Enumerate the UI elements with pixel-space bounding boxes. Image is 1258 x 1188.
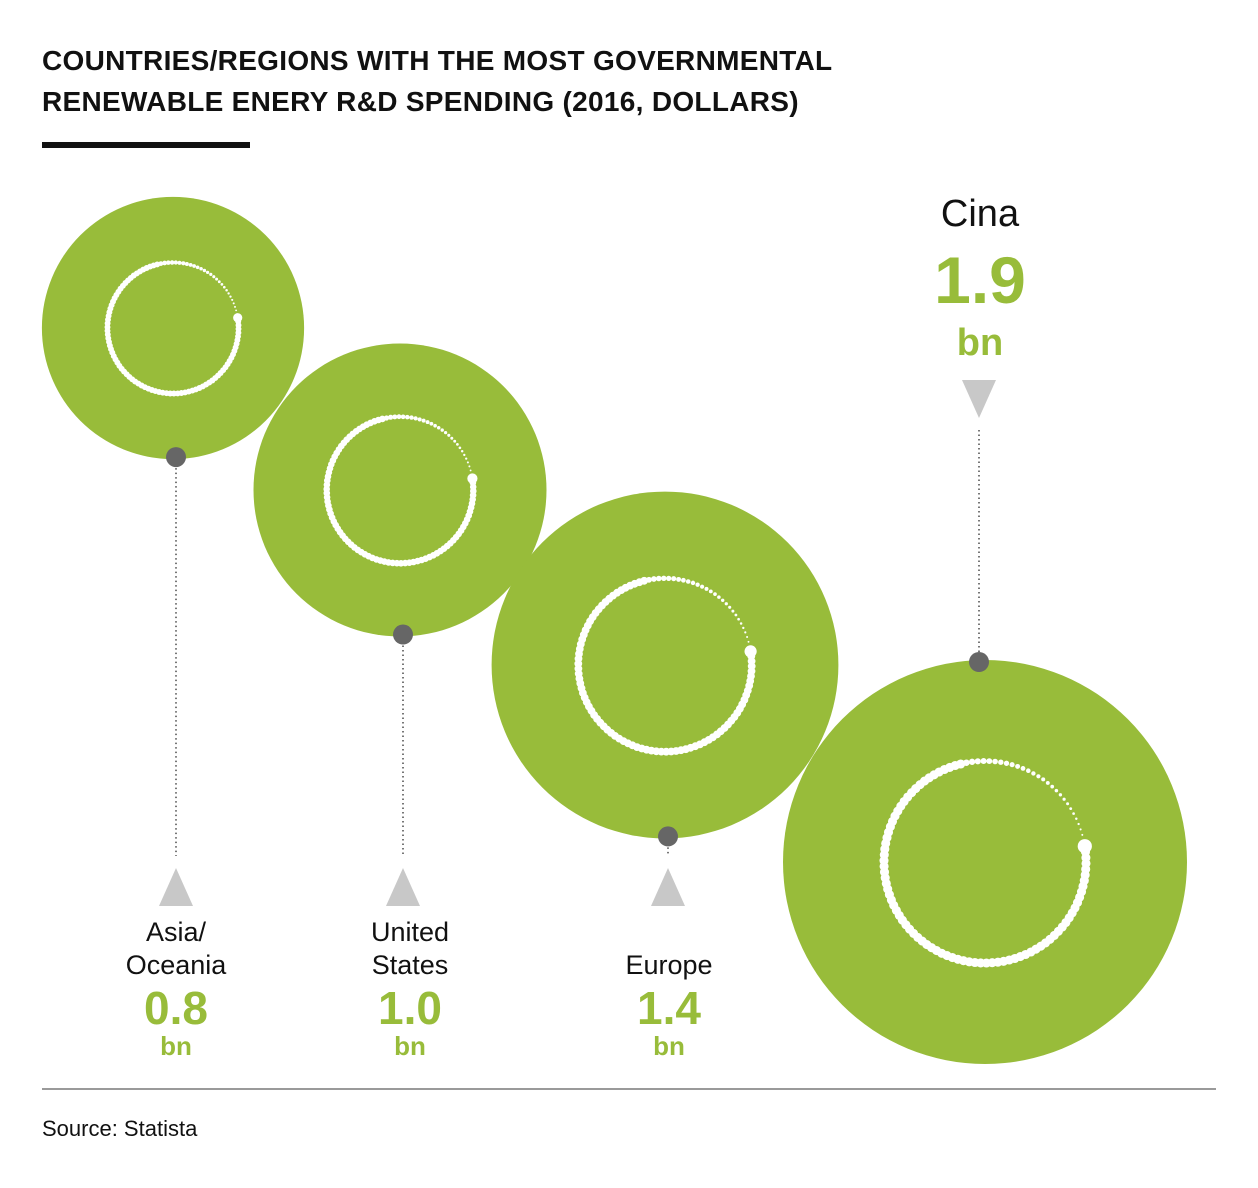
label-cina: Cina — [880, 193, 1080, 235]
label-asia-oceania-line-2: Oceania — [125, 950, 227, 980]
arrow-up-icon-asia-oceania — [159, 868, 193, 906]
arrow-up-icon-europe — [651, 868, 685, 906]
bubble-asia-oceania — [41, 196, 305, 460]
label-united-states: United States — [320, 916, 500, 982]
ring-cap-cina — [1077, 839, 1092, 854]
arrow-down-icon-cina — [962, 380, 996, 418]
label-asia-oceania: Asia/ Oceania — [86, 916, 266, 982]
progress-ring-united-states — [323, 414, 477, 567]
unit-europe: bn — [653, 1031, 685, 1061]
arrow-up-icon-united-states — [386, 868, 420, 906]
leader-dot-cina — [969, 652, 989, 672]
value-europe: 1.4 — [637, 982, 701, 1034]
chart-title-line-1: COUNTRIES/REGIONS WITH THE MOST GOVERNME… — [42, 45, 833, 76]
label-europe-line-1: Europe — [625, 950, 713, 980]
bubble-united-states — [253, 343, 547, 637]
value-asia-oceania: 0.8 — [144, 982, 208, 1034]
ring-cap-united-states — [467, 473, 478, 484]
chart-title-line-2: RENEWABLE ENERY R&D SPENDING (2016, DOLL… — [42, 86, 799, 117]
bubble-cina — [783, 660, 1187, 1064]
unit-asia-oceania: bn — [160, 1031, 192, 1061]
value-cina: 1.9 — [934, 243, 1026, 317]
progress-ring-europe — [574, 575, 756, 756]
ring-cap-asia-oceania — [233, 313, 243, 323]
leader-dot-europe — [658, 826, 678, 847]
label-united-states-line-1: United — [370, 917, 450, 947]
unit-united-states: bn — [394, 1031, 426, 1061]
bubble-europe — [491, 491, 839, 839]
label-asia-oceania-line-1: Asia/ — [145, 917, 207, 947]
progress-ring-cina — [879, 758, 1091, 968]
footer-divider — [42, 1088, 1216, 1090]
title-underline — [42, 142, 250, 148]
label-united-states-line-2: States — [371, 950, 449, 980]
ring-cap-europe — [744, 645, 757, 658]
leader-dot-asia-oceania — [166, 447, 186, 468]
source-note: Source: Statista — [42, 1116, 198, 1141]
label-europe: Europe — [579, 949, 759, 982]
unit-cina: bn — [956, 322, 1004, 364]
label-cina-line-1: Cina — [940, 193, 1020, 235]
leader-dot-united-states — [393, 624, 413, 645]
value-united-states: 1.0 — [378, 982, 442, 1034]
progress-ring-asia-oceania — [104, 260, 242, 397]
chart-title: COUNTRIES/REGIONS WITH THE MOST GOVERNME… — [42, 40, 832, 122]
